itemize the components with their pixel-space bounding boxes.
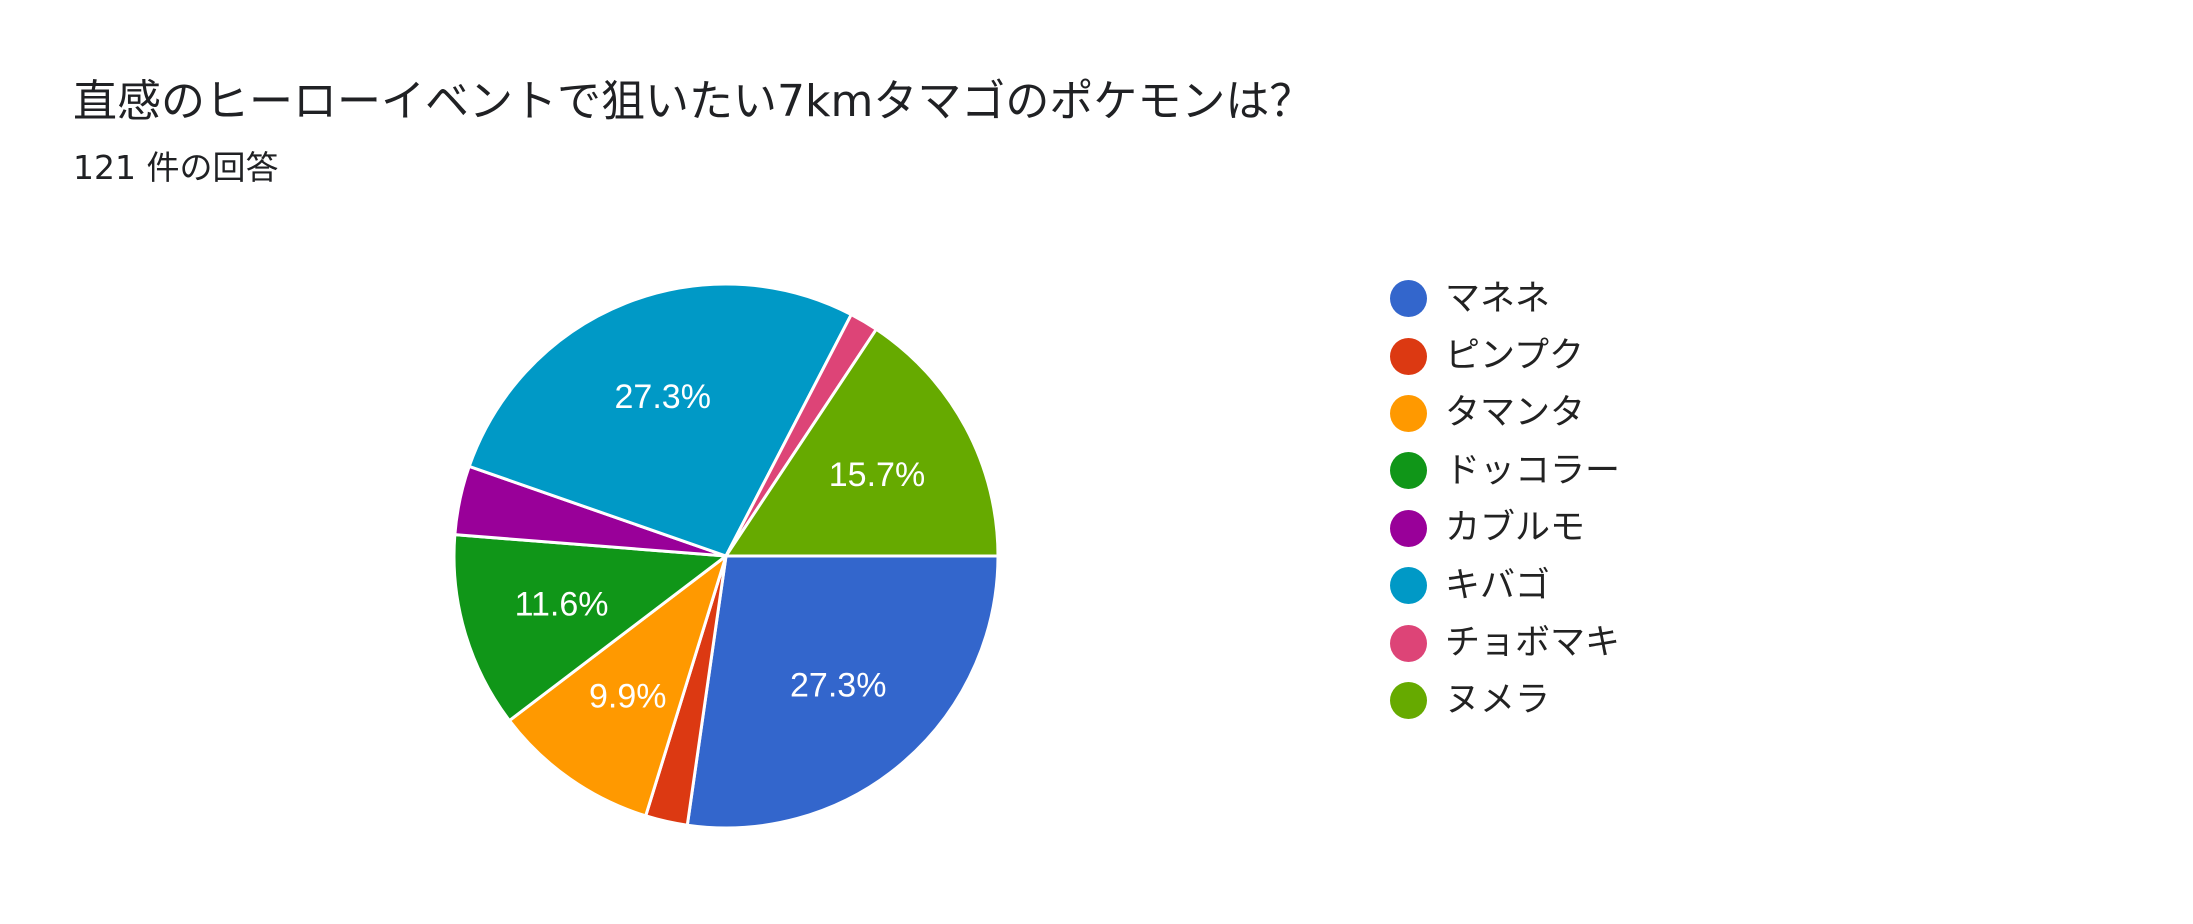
legend-swatch-icon — [1390, 509, 1427, 547]
pie-slice-2[interactable] — [507, 554, 728, 818]
slice-label-3: 11.6% — [515, 585, 609, 623]
legend-label: マネネ — [1445, 278, 1551, 319]
pie-slice-0[interactable] — [685, 554, 1000, 830]
legend-item-3[interactable]: ドッコラー — [1390, 442, 1620, 499]
legend-label: ドッコラー — [1445, 450, 1621, 491]
legend-swatch-icon — [1390, 681, 1427, 719]
pie-slice-7[interactable] — [724, 327, 1000, 558]
slice-label-5: 27.3% — [615, 378, 711, 416]
chart-legend: マネネピンプクタマンタドッコラーカブルモキバゴチョボマキヌメラ — [1390, 270, 1620, 729]
legend-label: ピンプク — [1445, 336, 1584, 377]
legend-item-0[interactable]: マネネ — [1390, 270, 1620, 327]
pie-slice-3[interactable] — [452, 533, 728, 723]
legend-item-4[interactable]: カブルモ — [1390, 500, 1620, 557]
legend-item-7[interactable]: ヌメラ — [1390, 672, 1620, 729]
legend-item-5[interactable]: キバゴ — [1390, 557, 1620, 614]
legend-label: カブルモ — [1445, 508, 1586, 549]
legend-swatch-icon — [1390, 452, 1427, 490]
slice-label-0: 27.3% — [790, 667, 886, 705]
legend-label: チョボマキ — [1445, 623, 1621, 664]
pie-slice-5[interactable] — [467, 282, 853, 558]
chart-title: 直感のヒーローイベントで狙いたい7kmタマゴのポケモンは？ — [73, 76, 1314, 127]
slice-label-7: 15.7% — [829, 456, 925, 494]
pie-labels: 27.3% 9.9% 11.6% 27.3% 15.7% — [515, 378, 926, 716]
legend-label: キバゴ — [1445, 565, 1551, 606]
pie-slices — [452, 282, 1000, 830]
response-count: 121 件の回答 — [73, 148, 279, 187]
legend-label: タマンタ — [1445, 393, 1586, 434]
legend-swatch-icon — [1390, 280, 1427, 318]
legend-swatch-icon — [1390, 567, 1427, 605]
legend-item-1[interactable]: ピンプク — [1390, 327, 1620, 384]
legend-swatch-icon — [1390, 624, 1427, 662]
legend-item-2[interactable]: タマンタ — [1390, 385, 1620, 442]
legend-swatch-icon — [1390, 394, 1427, 432]
slice-label-2: 9.9% — [589, 677, 667, 715]
legend-swatch-icon — [1390, 337, 1427, 375]
legend-label: ヌメラ — [1445, 680, 1551, 721]
legend-item-6[interactable]: チョボマキ — [1390, 614, 1620, 671]
